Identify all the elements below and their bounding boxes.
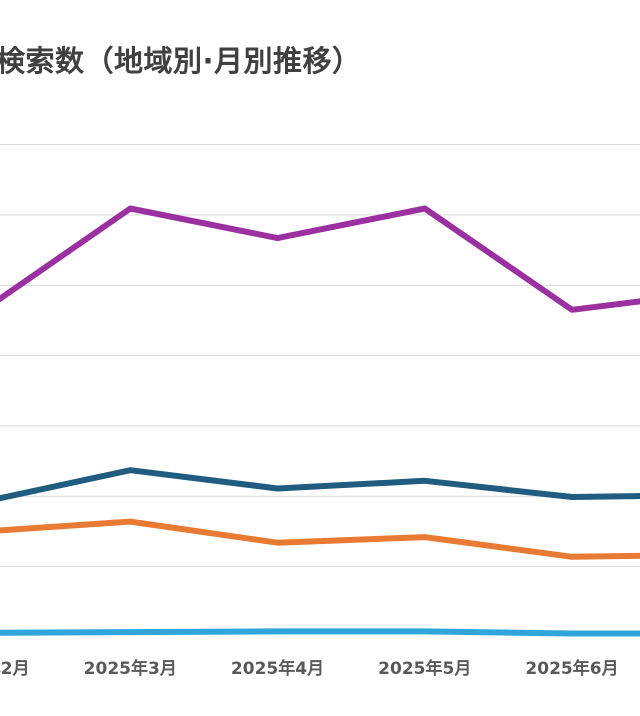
series-line-4	[0, 628, 640, 637]
series-line-1	[0, 205, 640, 313]
chart-title: 検索数（地域別·月別推移）	[0, 44, 362, 78]
series-line-2	[0, 467, 640, 502]
x-tick-label: 2025年2月	[0, 658, 30, 679]
x-axis-tick-labels: 2025年2月 2025年3月 2025年4月 2025年5月 2025年6月	[0, 658, 619, 679]
x-tick-label: 2025年5月	[378, 658, 471, 679]
series-line-3	[0, 518, 640, 560]
series-lines	[0, 205, 640, 637]
gridlines	[0, 143, 640, 568]
x-tick-label: 2025年3月	[84, 658, 177, 679]
x-tick-label: 2025年6月	[525, 658, 618, 679]
x-tick-label: 2025年4月	[231, 658, 324, 679]
